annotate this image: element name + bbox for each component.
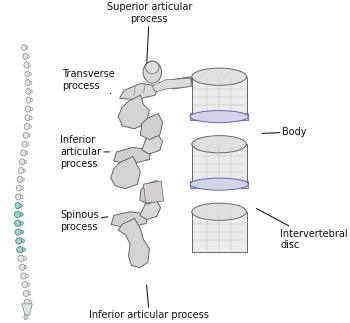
Ellipse shape [25, 71, 30, 77]
Polygon shape [142, 133, 163, 154]
Ellipse shape [21, 230, 24, 234]
Ellipse shape [30, 107, 33, 111]
Ellipse shape [24, 299, 30, 305]
Ellipse shape [27, 283, 30, 287]
Text: Body: Body [262, 127, 307, 137]
Text: Transverse
process: Transverse process [62, 69, 114, 94]
Ellipse shape [20, 222, 23, 225]
Ellipse shape [26, 97, 31, 103]
Ellipse shape [17, 176, 22, 182]
Text: Inferior articular process: Inferior articular process [89, 285, 209, 320]
Ellipse shape [21, 186, 23, 190]
Ellipse shape [22, 45, 27, 51]
Ellipse shape [24, 124, 29, 130]
Ellipse shape [30, 81, 32, 84]
Ellipse shape [23, 169, 26, 172]
Ellipse shape [28, 134, 30, 137]
Ellipse shape [18, 168, 23, 173]
Polygon shape [190, 181, 248, 188]
Ellipse shape [20, 204, 22, 207]
Ellipse shape [15, 220, 21, 226]
Ellipse shape [146, 61, 159, 74]
Ellipse shape [26, 106, 31, 112]
Polygon shape [192, 212, 246, 252]
Ellipse shape [24, 257, 27, 260]
Polygon shape [144, 181, 163, 203]
Ellipse shape [18, 255, 24, 261]
Ellipse shape [21, 150, 26, 156]
Ellipse shape [29, 125, 32, 128]
Text: Spinous
process: Spinous process [60, 210, 108, 232]
Ellipse shape [23, 53, 28, 59]
Ellipse shape [23, 132, 28, 139]
Polygon shape [140, 181, 161, 204]
Ellipse shape [14, 211, 21, 217]
Ellipse shape [30, 99, 32, 102]
Ellipse shape [192, 136, 246, 153]
Ellipse shape [15, 229, 22, 235]
Ellipse shape [15, 194, 21, 200]
Ellipse shape [20, 213, 23, 216]
Ellipse shape [28, 292, 31, 295]
Ellipse shape [26, 151, 28, 155]
Polygon shape [190, 113, 248, 120]
Ellipse shape [27, 142, 29, 146]
Ellipse shape [23, 290, 29, 297]
Ellipse shape [20, 264, 25, 270]
Ellipse shape [143, 61, 161, 83]
Polygon shape [140, 200, 161, 219]
Ellipse shape [192, 68, 246, 85]
Ellipse shape [190, 178, 248, 190]
Ellipse shape [20, 159, 25, 165]
Ellipse shape [27, 55, 29, 58]
Ellipse shape [24, 62, 29, 68]
Ellipse shape [190, 110, 248, 123]
Ellipse shape [16, 185, 22, 191]
Polygon shape [111, 157, 140, 189]
Ellipse shape [26, 46, 28, 49]
Ellipse shape [24, 314, 28, 320]
Ellipse shape [25, 266, 27, 269]
Ellipse shape [21, 273, 26, 279]
Polygon shape [22, 304, 32, 315]
Ellipse shape [22, 141, 27, 147]
Ellipse shape [17, 246, 23, 253]
Polygon shape [120, 83, 158, 100]
Polygon shape [118, 219, 149, 268]
Ellipse shape [29, 301, 32, 304]
Ellipse shape [24, 160, 27, 163]
Polygon shape [172, 77, 193, 89]
Polygon shape [152, 78, 191, 92]
Polygon shape [118, 95, 149, 129]
Ellipse shape [30, 90, 32, 93]
Ellipse shape [22, 248, 26, 251]
Polygon shape [111, 212, 148, 228]
Polygon shape [140, 114, 163, 140]
Polygon shape [192, 144, 246, 184]
Polygon shape [114, 147, 151, 164]
Ellipse shape [28, 63, 30, 67]
Ellipse shape [22, 178, 25, 181]
Polygon shape [192, 77, 246, 117]
Ellipse shape [26, 80, 30, 86]
Ellipse shape [30, 116, 32, 120]
Ellipse shape [22, 282, 28, 288]
Ellipse shape [29, 72, 31, 76]
Ellipse shape [26, 274, 28, 278]
Ellipse shape [15, 203, 20, 209]
Ellipse shape [16, 238, 22, 244]
Text: Intervertebral
disc: Intervertebral disc [257, 208, 348, 250]
Ellipse shape [22, 239, 24, 243]
Text: Superior articular
process: Superior articular process [107, 2, 192, 68]
Ellipse shape [25, 115, 30, 121]
Ellipse shape [192, 203, 246, 220]
Ellipse shape [26, 89, 31, 95]
Ellipse shape [20, 195, 23, 199]
Text: Inferior
articular
process: Inferior articular process [60, 135, 110, 169]
